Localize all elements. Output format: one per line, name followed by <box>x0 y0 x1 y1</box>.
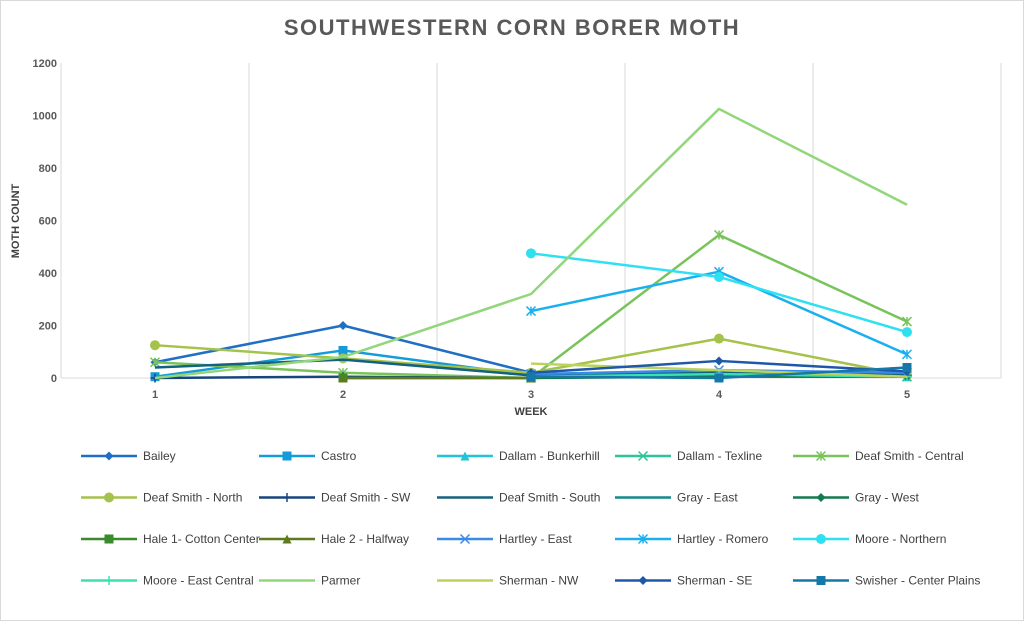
legend-marker <box>104 576 114 585</box>
data-point <box>338 345 348 355</box>
x-tick-label: 5 <box>904 389 910 401</box>
legend-label: Castro <box>321 449 357 463</box>
y-tick-label: 600 <box>39 216 57 228</box>
series-line <box>154 107 908 380</box>
legend-label: Hale 1- Cotton Center <box>143 532 260 546</box>
data-point <box>149 357 161 368</box>
data-point <box>902 363 912 372</box>
legend-label: Moore - Northern <box>855 532 946 546</box>
data-point <box>525 306 537 317</box>
legend-marker <box>816 576 826 585</box>
data-point <box>714 271 724 282</box>
series-line <box>530 362 908 378</box>
data-point <box>338 321 348 330</box>
chart-title: SOUTHWESTERN CORN BORER MOTH <box>283 15 741 40</box>
legend-label: Deaf Smith - South <box>499 491 600 505</box>
legend-marker <box>104 451 114 461</box>
legend-marker <box>638 576 648 585</box>
legend-label: Parmer <box>321 574 360 588</box>
legend-marker <box>104 492 114 503</box>
legend-marker <box>815 450 827 462</box>
data-point <box>713 229 725 240</box>
legend-marker <box>459 533 471 545</box>
legend-label: Deaf Smith - North <box>143 491 242 505</box>
series-line <box>530 252 908 334</box>
legend-marker <box>282 534 292 544</box>
data-point <box>714 356 724 366</box>
legend-label: Sherman - SE <box>677 574 752 588</box>
legend-marker <box>282 493 292 502</box>
legend-marker <box>816 534 826 544</box>
data-point <box>526 248 536 259</box>
legend-label: Sherman - NW <box>499 574 579 588</box>
y-axis-title: MOTH COUNT <box>10 183 22 258</box>
y-tick-label: 0 <box>51 373 57 385</box>
x-tick-label: 4 <box>716 389 723 401</box>
legend-label: Swisher - Center Plains <box>855 574 980 588</box>
legend-label: Hartley - Romero <box>677 532 769 546</box>
x-axis-title: WEEK <box>515 406 548 418</box>
x-tick-label: 3 <box>528 389 534 401</box>
y-tick-label: 1000 <box>33 111 57 123</box>
legend-marker <box>282 451 292 461</box>
legend-label: Bailey <box>143 449 176 463</box>
y-tick-label: 1200 <box>33 58 57 70</box>
legend-label: Dallam - Bunkerhill <box>499 449 600 463</box>
legend-marker <box>460 451 470 461</box>
legend-marker <box>816 493 826 502</box>
data-point <box>338 373 348 383</box>
legend-label: Deaf Smith - Central <box>855 449 964 463</box>
y-tick-label: 800 <box>39 163 57 175</box>
legend-label: Deaf Smith - SW <box>321 491 411 505</box>
x-tick-label: 2 <box>340 389 346 401</box>
y-tick-label: 400 <box>39 268 57 280</box>
legend-marker <box>104 534 114 544</box>
legend-label: Hartley - East <box>499 532 572 546</box>
x-tick-label: 1 <box>152 389 158 401</box>
data-point <box>714 373 724 383</box>
data-point <box>901 349 913 360</box>
data-point <box>901 316 913 327</box>
data-point <box>150 340 160 351</box>
y-tick-label: 200 <box>39 321 57 333</box>
legend-label: Gray - West <box>855 491 919 505</box>
legend-label: Dallam - Texline <box>677 449 762 463</box>
legend-label: Moore - East Central <box>143 574 254 588</box>
data-point <box>902 327 912 338</box>
legend-label: Hale 2 - Halfway <box>321 532 409 546</box>
legend-marker <box>637 533 649 545</box>
legend-marker <box>637 450 649 462</box>
legend-label: Gray - East <box>677 491 738 505</box>
data-point <box>714 333 724 344</box>
data-point <box>526 372 536 382</box>
